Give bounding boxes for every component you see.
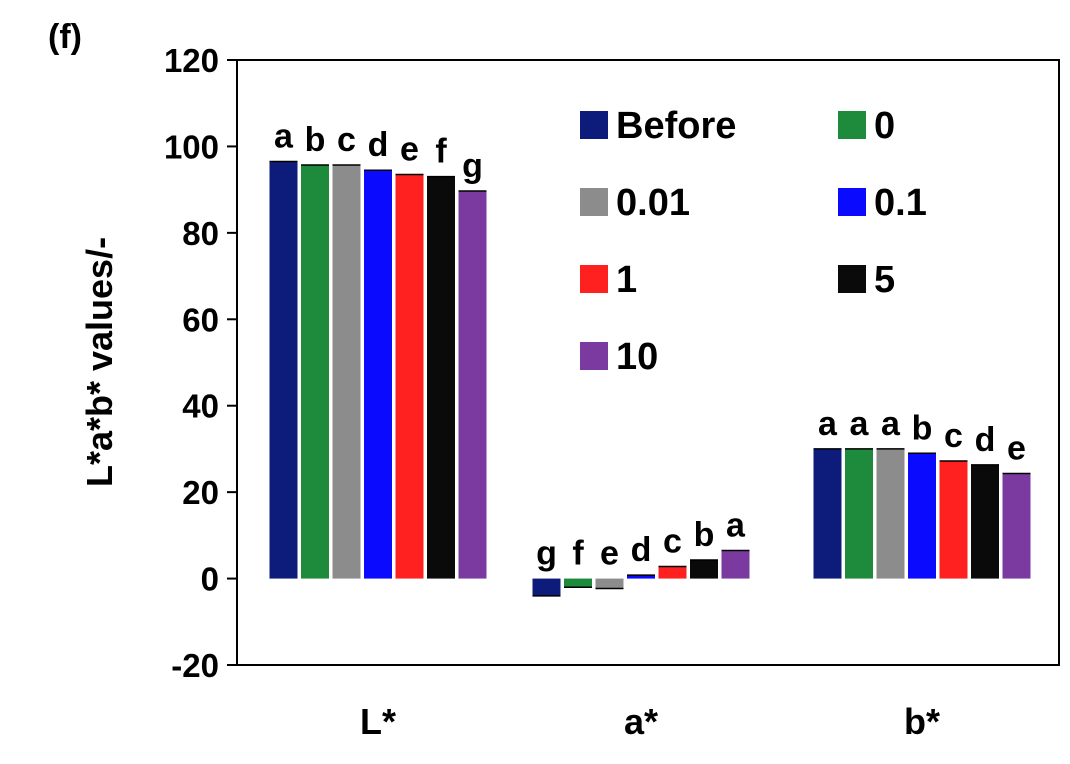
bar-L-5 xyxy=(427,176,455,579)
y-tick-label: 100 xyxy=(164,128,219,165)
bar-a-0 xyxy=(564,578,592,588)
legend: Before 0 0.01 0.1 1 5 10 xyxy=(580,105,927,378)
significance-letter: a xyxy=(850,405,870,443)
y-axis: -20 0 20 40 60 80 100 120 xyxy=(164,42,237,684)
legend-swatch-Before xyxy=(580,111,608,139)
y-tick-label: 80 xyxy=(182,215,219,252)
panel-label: (f) xyxy=(48,18,82,56)
legend-label-Before: Before xyxy=(616,105,736,147)
bar-b-10 xyxy=(1002,473,1031,579)
bar-L-0.1 xyxy=(364,170,392,579)
x-axis: L* a* b* xyxy=(360,701,940,742)
bar-a-5 xyxy=(690,559,718,579)
bar-b-0.01 xyxy=(876,448,905,579)
significance-letter: d xyxy=(368,126,389,164)
legend-label-10: 10 xyxy=(616,336,658,378)
significance-letter: a xyxy=(881,405,901,443)
legend-label-1: 1 xyxy=(616,259,637,301)
bar-b-Before xyxy=(813,448,842,579)
legend-swatch-0 xyxy=(838,111,866,139)
significance-letter: a xyxy=(818,405,838,443)
bar-a-0.01 xyxy=(595,578,624,589)
y-tick-label: 0 xyxy=(201,561,219,598)
legend-swatch-1 xyxy=(580,265,608,293)
bar-a-1 xyxy=(658,566,687,579)
significance-letter: c xyxy=(944,417,963,455)
bar-b-0 xyxy=(845,448,873,579)
legend-swatch-10 xyxy=(580,342,608,370)
bars-layer xyxy=(269,160,1031,597)
significance-letter: d xyxy=(975,421,996,459)
x-category-label: a* xyxy=(624,701,658,742)
x-category-label: b* xyxy=(904,701,940,742)
y-tick-label: 20 xyxy=(182,474,219,511)
bar-b-5 xyxy=(971,464,999,579)
significance-letter: f xyxy=(572,535,584,573)
legend-label-0.01: 0.01 xyxy=(616,182,690,224)
bar-L-0.01 xyxy=(332,165,361,579)
y-tick-label: 40 xyxy=(182,388,219,425)
significance-letter: b xyxy=(912,409,933,447)
plot-frame xyxy=(236,59,1060,666)
bar-b-0.1 xyxy=(908,453,936,579)
significance-letter: e xyxy=(1007,430,1026,468)
significance-letter: f xyxy=(435,133,447,171)
legend-swatch-0.1 xyxy=(838,188,866,216)
significance-letter: a xyxy=(274,118,294,156)
bar-L-10 xyxy=(458,190,487,579)
bar-L-0 xyxy=(301,165,329,579)
significance-letter: e xyxy=(400,131,419,169)
y-tick-label: 60 xyxy=(182,301,219,338)
bar-L-Before xyxy=(269,161,298,579)
legend-swatch-5 xyxy=(838,265,866,293)
bar-L-1 xyxy=(395,174,424,579)
significance-letter: a xyxy=(726,506,746,544)
legend-label-0.1: 0.1 xyxy=(874,182,927,224)
significance-letter: e xyxy=(600,535,619,573)
bar-b-1 xyxy=(939,461,968,579)
x-category-label: L* xyxy=(360,701,396,742)
y-axis-label: L*a*b* values/- xyxy=(79,237,120,487)
y-tick-label: 120 xyxy=(164,42,219,79)
significance-letter: g xyxy=(536,535,557,573)
significance-letter: g xyxy=(462,147,483,185)
significance-letter: b xyxy=(305,121,326,159)
significance-letter: b xyxy=(694,516,715,554)
legend-swatch-0.01 xyxy=(580,188,608,216)
significance-letter: d xyxy=(631,531,652,569)
legend-label-0: 0 xyxy=(874,105,895,147)
bar-a-0.1 xyxy=(627,575,655,579)
bar-a-Before xyxy=(532,578,561,596)
significance-letter: c xyxy=(663,522,682,560)
significance-letter: c xyxy=(337,121,356,159)
y-tick-label: -20 xyxy=(171,647,219,684)
legend-label-5: 5 xyxy=(874,259,895,301)
bar-a-10 xyxy=(721,550,750,579)
